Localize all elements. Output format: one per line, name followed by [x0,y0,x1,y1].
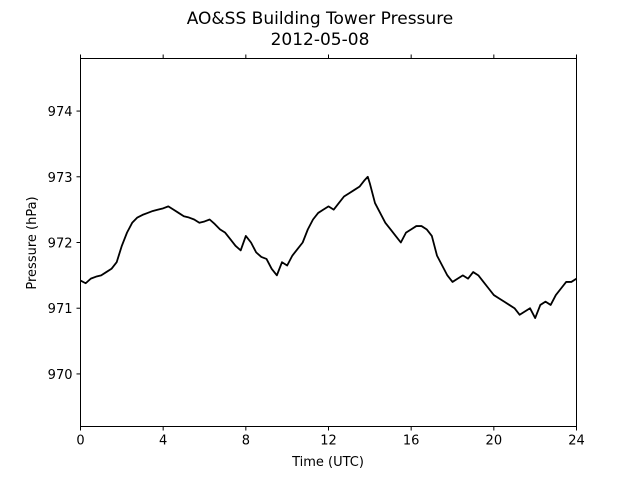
y-axis-ticks: 970 971 972 973 974 [48,105,81,383]
x-tick-label: 12 [320,434,337,449]
y-tick-label: 972 [48,237,73,252]
chart-subtitle: 2012-05-08 [271,30,370,50]
x-axis-ticks: 0 4 8 12 16 20 24 [76,54,585,449]
x-tick-label: 16 [403,434,420,449]
plot-area [80,175,577,319]
y-tick-label: 971 [48,302,73,317]
y-tick-label: 973 [48,171,73,186]
x-tick-label: 8 [242,434,250,449]
y-tick-label: 974 [48,105,73,120]
plot-frame [80,58,577,427]
y-tick-label: 970 [48,368,73,383]
pressure-series-line [80,175,577,319]
x-tick-label: 4 [159,434,167,449]
x-axis-label: Time (UTC) [291,455,364,470]
chart-title: AO&SS Building Tower Pressure [187,9,454,29]
x-tick-label: 0 [76,434,84,449]
y-axis-label: Pressure (hPa) [25,196,40,289]
x-tick-label: 20 [486,434,503,449]
x-tick-label: 24 [568,434,585,449]
